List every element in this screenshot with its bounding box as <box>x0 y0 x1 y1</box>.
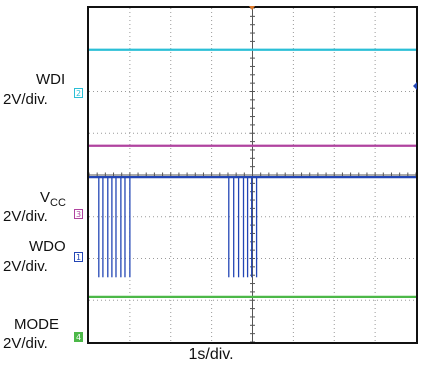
wdi-label: WDI <box>36 71 66 88</box>
vcc-scale-label: 2V/div. <box>3 208 48 225</box>
channel-2-marker: 2 <box>74 88 83 98</box>
mode-label: MODE <box>14 316 59 333</box>
channel-1-marker: 1 <box>74 252 83 262</box>
scope-grid <box>88 7 417 343</box>
wdo-label: WDO <box>29 238 66 255</box>
x-axis-label: 1s/div. <box>188 346 234 363</box>
channel-3-marker: 3 <box>74 209 83 219</box>
vcc-label: VCC <box>40 189 66 209</box>
trigger-position-icon <box>249 6 255 10</box>
trigger-level-icon <box>413 82 417 90</box>
wdo-scale-label: 2V/div. <box>3 258 48 275</box>
wdi-scale-label: 2V/div. <box>3 91 48 108</box>
channel-4-marker: 4 <box>74 332 83 342</box>
mode-scale-label: 2V/div. <box>3 335 48 352</box>
oscilloscope-screen <box>87 6 418 344</box>
scope-traces <box>89 48 416 299</box>
